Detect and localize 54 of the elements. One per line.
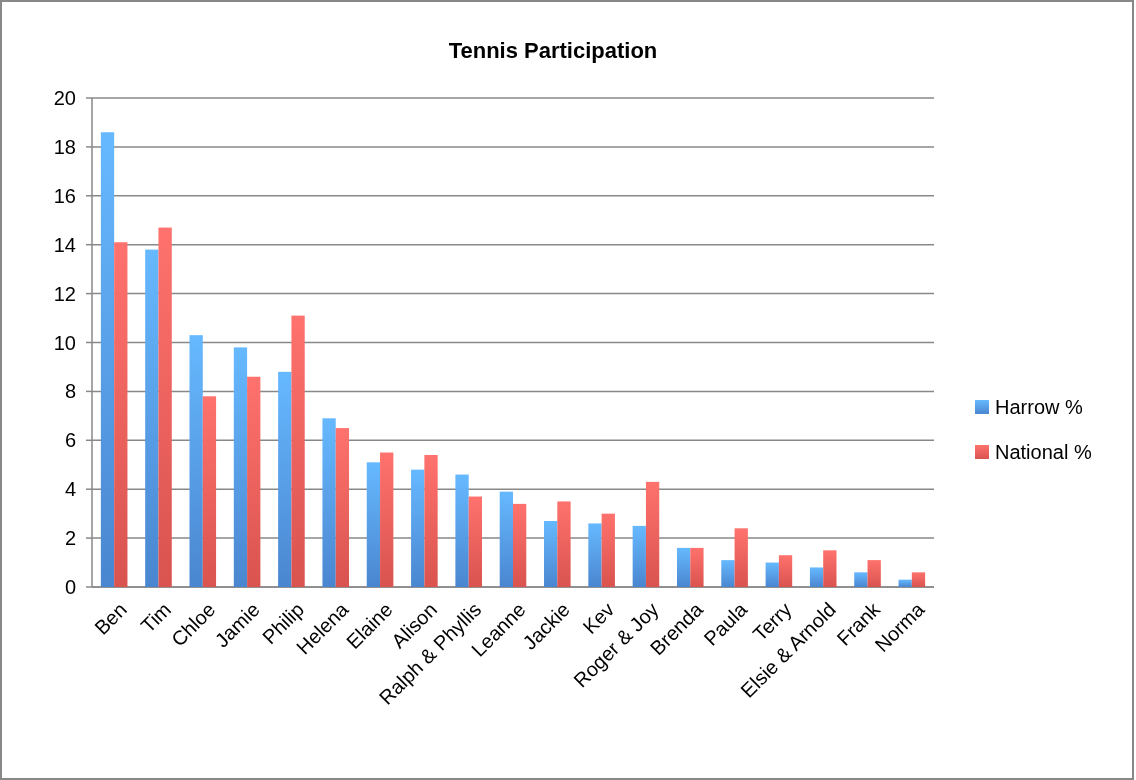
bar bbox=[189, 335, 203, 587]
bar bbox=[366, 462, 381, 587]
bar bbox=[588, 523, 602, 587]
bar bbox=[424, 454, 438, 587]
bar bbox=[145, 249, 159, 587]
y-tick-label: 0 bbox=[64, 576, 76, 598]
bar bbox=[557, 501, 571, 587]
bar bbox=[202, 396, 217, 587]
bar bbox=[158, 227, 172, 587]
x-tick-label: Ben bbox=[90, 598, 131, 639]
bar bbox=[233, 347, 248, 587]
bar bbox=[676, 547, 691, 587]
chart-title: Tennis Participation bbox=[448, 38, 658, 63]
y-tick-label: 16 bbox=[53, 184, 76, 207]
bar bbox=[247, 376, 261, 587]
bar bbox=[721, 560, 735, 587]
bar bbox=[632, 525, 646, 587]
bar bbox=[765, 562, 779, 587]
bar bbox=[114, 242, 128, 587]
bar bbox=[322, 418, 336, 587]
bar bbox=[100, 132, 115, 587]
bar bbox=[455, 474, 469, 587]
bar bbox=[278, 371, 292, 587]
bar bbox=[380, 452, 394, 587]
y-tick-label: 18 bbox=[53, 135, 76, 158]
bar bbox=[778, 555, 793, 587]
x-tick-label: Kev bbox=[578, 598, 619, 639]
bar bbox=[867, 560, 881, 587]
legend-label: Harrow % bbox=[995, 396, 1084, 418]
y-tick-label: 2 bbox=[64, 527, 76, 550]
bar bbox=[468, 496, 482, 587]
bar bbox=[911, 572, 926, 587]
bar bbox=[513, 503, 527, 587]
legend-label: National % bbox=[995, 441, 1092, 463]
bar bbox=[645, 481, 660, 587]
y-tick-label: 12 bbox=[53, 282, 76, 305]
bar bbox=[854, 572, 868, 587]
y-tick-label: 8 bbox=[64, 380, 76, 403]
bar bbox=[291, 315, 305, 587]
bar bbox=[823, 550, 837, 587]
bar bbox=[734, 528, 748, 587]
y-tick-label: 10 bbox=[53, 331, 76, 354]
bar bbox=[411, 469, 425, 587]
y-tick-label: 6 bbox=[64, 429, 76, 452]
y-tick-label: 4 bbox=[64, 478, 76, 501]
y-tick-label: 14 bbox=[53, 233, 76, 256]
bar bbox=[809, 567, 824, 587]
bar bbox=[898, 579, 912, 587]
bar bbox=[335, 428, 350, 587]
bar bbox=[544, 520, 558, 587]
y-tick-label: 20 bbox=[53, 87, 76, 109]
bar bbox=[499, 491, 513, 587]
bar bbox=[601, 513, 615, 587]
bar bbox=[690, 547, 704, 587]
